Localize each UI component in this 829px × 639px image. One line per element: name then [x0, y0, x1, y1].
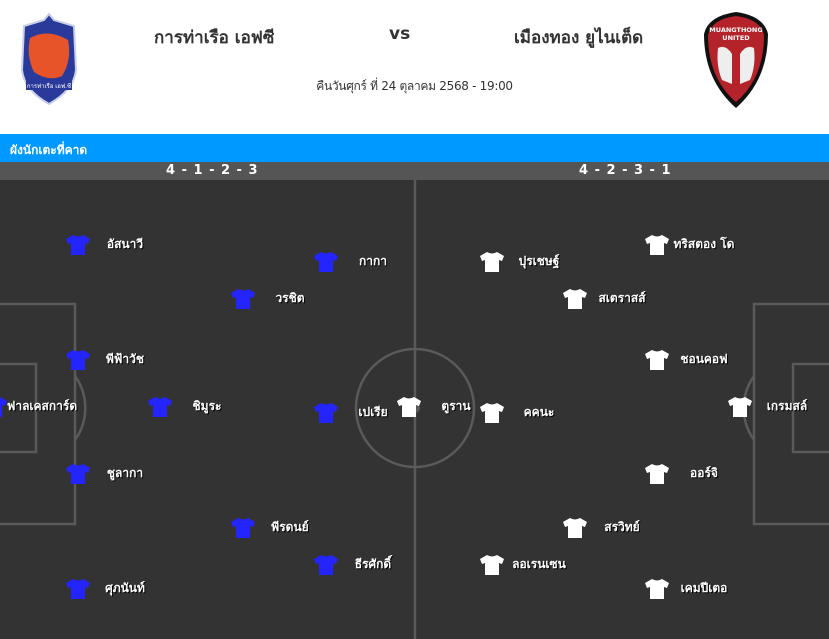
- home-player: ฟาลเคสการ์ด: [0, 396, 102, 417]
- player-name: ออร์จิ: [690, 466, 718, 480]
- shirt-icon: [397, 397, 421, 417]
- player-name: ธีรศักดิ์: [354, 557, 392, 571]
- shirt-icon: [314, 252, 338, 272]
- shirt-icon: [728, 397, 752, 417]
- player-name: ชอนคอฟ: [680, 352, 728, 366]
- shirt-icon: [148, 397, 172, 417]
- shirt-icon: [66, 579, 90, 599]
- svg-text:MUANGTHONG: MUANGTHONG: [709, 26, 762, 34]
- home-player: ศุภนันท์: [65, 578, 185, 599]
- away-player: เกรมสล์: [727, 396, 829, 417]
- player-name: สรวิทย์: [604, 520, 640, 534]
- pitch: ฟาลเคสการ์ด อัสนาวีพีฟ้าวัชชูลากาศุภนันท์…: [0, 180, 829, 639]
- player-name: พีรดนย์: [271, 520, 309, 534]
- home-player: ชิมูระ: [147, 396, 267, 417]
- shirt-icon: [0, 397, 7, 417]
- player-name: กากา: [358, 254, 387, 268]
- match-datetime: คืนวันศุกร์ ที่ 24 ตุลาคม 2568 - 19:00: [316, 79, 513, 93]
- home-formation: 4 - 1 - 2 - 3: [166, 163, 259, 178]
- player-name: ปุรเชษฐ์: [518, 254, 560, 268]
- shirt-icon: [480, 252, 504, 272]
- player-name: อัสนาวี: [106, 237, 144, 251]
- shirt-icon: [66, 464, 90, 484]
- away-player: คคนะ: [479, 402, 599, 423]
- shirt-icon: [563, 289, 587, 309]
- player-name: วรชิต: [275, 291, 305, 305]
- player-name: พีฟ้าวัช: [105, 352, 145, 366]
- player-name: ชูลากา: [106, 466, 144, 480]
- home-player: ธีรศักดิ์: [313, 554, 433, 575]
- away-team-logo: MUANGTHONG UNITED: [704, 12, 768, 108]
- player-name: ลอเรนเซน: [512, 557, 566, 571]
- player-name: ศุภนันท์: [105, 581, 145, 595]
- away-formation: 4 - 2 - 3 - 1: [579, 163, 672, 178]
- formation-bar: 4 - 1 - 2 - 3 4 - 2 - 3 - 1: [0, 162, 829, 180]
- away-player: ลอเรนเซน: [479, 554, 599, 575]
- away-player: ออร์จิ: [644, 463, 764, 484]
- home-team-logo: การท่าเรือ เอฟ.ซี: [20, 12, 78, 106]
- vs-label: vs: [389, 24, 411, 44]
- svg-text:การท่าเรือ เอฟ.ซี: การท่าเรือ เอฟ.ซี: [27, 82, 71, 90]
- shirt-icon: [563, 518, 587, 538]
- away-player: เคมปีเตอ: [644, 578, 764, 599]
- home-player: วรชิต: [230, 288, 350, 309]
- home-team-name: การท่าเรือ เอฟซี: [154, 28, 275, 48]
- away-player: สรวิทย์: [562, 517, 682, 538]
- away-player: ตูราน: [396, 396, 516, 417]
- player-name: ชิมูระ: [192, 399, 222, 413]
- player-name: ทริสตอง โด: [673, 237, 735, 251]
- player-name: เคมปีเตอ: [680, 581, 728, 595]
- lineup-header: ผังนักเตะที่คาด: [0, 134, 829, 162]
- away-team-name: เมืองทอง ยูไนเต็ด: [514, 28, 644, 48]
- player-name: เปเรีย: [358, 405, 388, 419]
- shirt-icon: [66, 350, 90, 370]
- home-player: ชูลากา: [65, 463, 185, 484]
- home-player: พีรดนย์: [230, 517, 350, 538]
- away-player: ชอนคอฟ: [644, 349, 764, 370]
- shirt-icon: [314, 403, 338, 423]
- shirt-icon: [645, 464, 669, 484]
- shirt-icon: [231, 289, 255, 309]
- shirt-icon: [645, 235, 669, 255]
- player-name: สเตราสส์: [598, 291, 646, 305]
- home-player: เปเรีย: [313, 402, 433, 423]
- home-player: กากา: [313, 251, 433, 272]
- player-name: ฟาลเคสการ์ด: [6, 399, 78, 413]
- shirt-icon: [645, 350, 669, 370]
- away-player: สเตราสส์: [562, 288, 682, 309]
- shirt-icon: [66, 235, 90, 255]
- away-player: ทริสตอง โด: [644, 234, 764, 255]
- shirt-icon: [480, 403, 504, 423]
- svg-text:UNITED: UNITED: [722, 34, 750, 42]
- home-player: อัสนาวี: [65, 234, 185, 255]
- shirt-icon: [314, 555, 338, 575]
- away-player: ปุรเชษฐ์: [479, 251, 599, 272]
- player-name: เกรมสล์: [766, 399, 808, 413]
- shirt-icon: [645, 579, 669, 599]
- home-player: พีฟ้าวัช: [65, 349, 185, 370]
- shirt-icon: [480, 555, 504, 575]
- shirt-icon: [231, 518, 255, 538]
- player-name: คคนะ: [523, 405, 555, 419]
- pitch-lines: [0, 180, 829, 639]
- player-name: ตูราน: [441, 399, 471, 413]
